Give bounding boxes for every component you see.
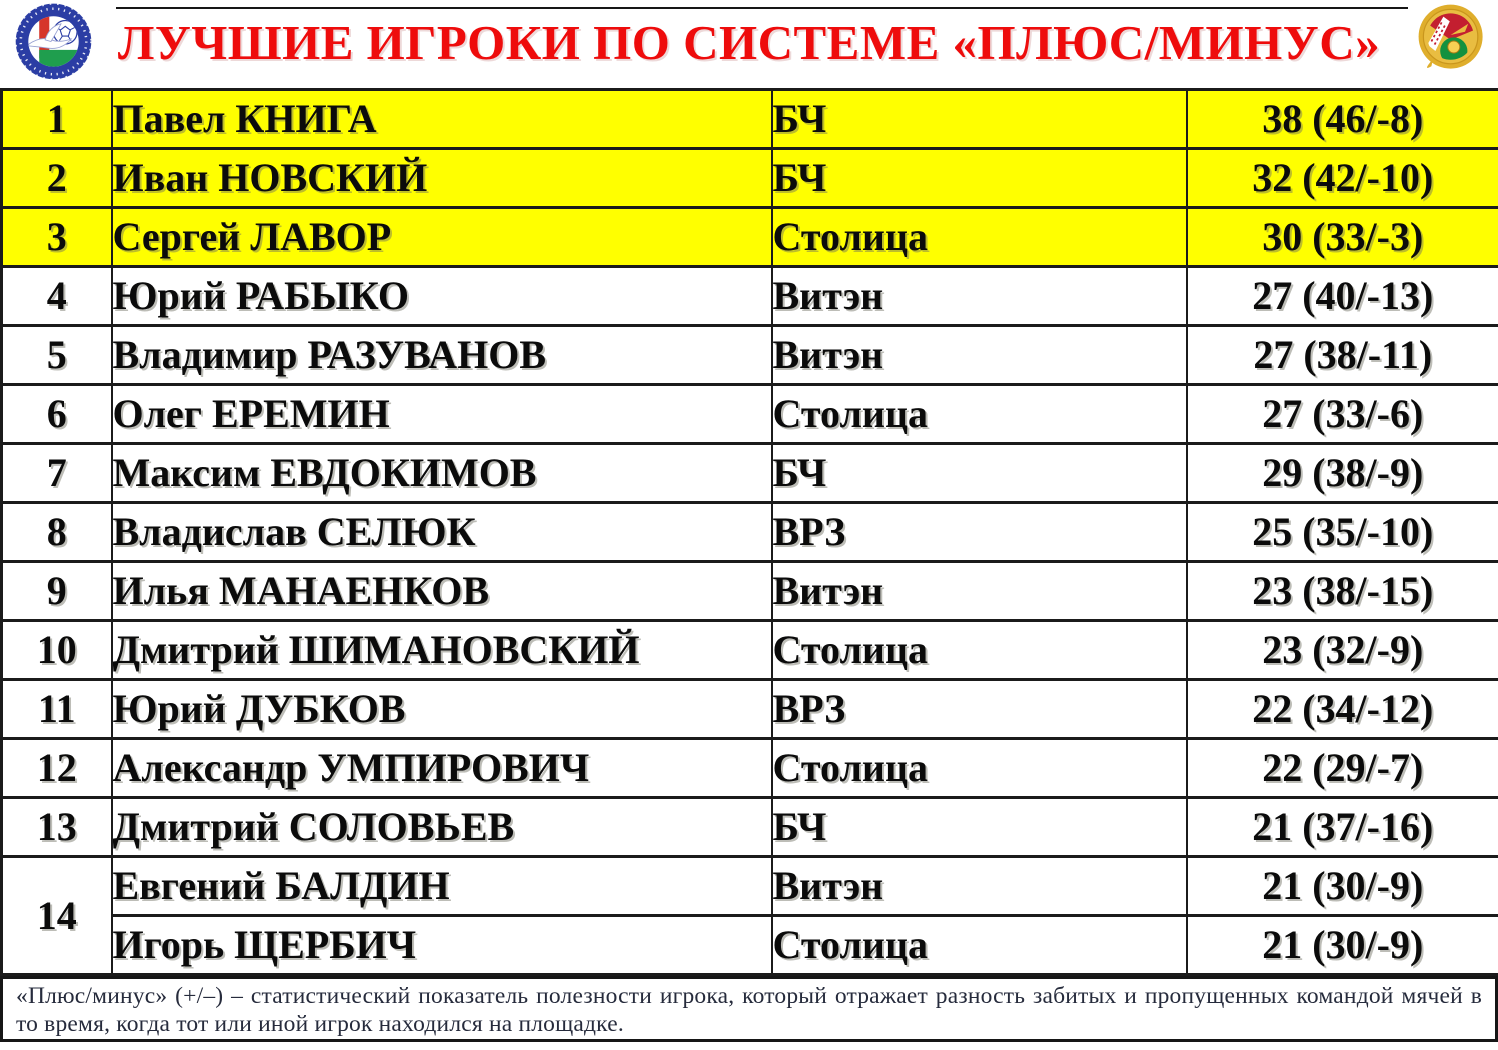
team-cell: Витэн [770, 855, 1188, 917]
player-name-cell: Илья МАНАЕНКОВ [110, 560, 773, 622]
plus-minus-cell: 30 (33/-3) [1185, 206, 1498, 268]
rank-cell: 7 [0, 442, 113, 504]
plus-minus-cell: 27 (38/-11) [1185, 324, 1498, 386]
team-cell: БЧ [770, 442, 1188, 504]
table-row: 7 Максим ЕВДОКИМОВ БЧ 29 (38/-9) [0, 442, 1498, 504]
page-title: ЛУЧШИЕ ИГРОКИ ПО СИСТЕМЕ «ПЛЮС/МИНУС» [117, 15, 1381, 70]
plus-minus-cell: 21 (37/-16) [1185, 796, 1498, 858]
player-name-cell: Игорь ЩЕРБИЧ [110, 914, 773, 976]
footnote-text: «Плюс/минус» (+/–) – статистический пока… [16, 983, 1482, 1037]
rank-cell: 13 [0, 796, 113, 858]
table-row: 5 Владимир РАЗУВАНОВ Витэн 27 (38/-11) [0, 324, 1498, 386]
table-row: 3 Сергей ЛАВОР Столица 30 (33/-3) [0, 206, 1498, 268]
team-cell: Витэн [770, 324, 1188, 386]
plus-minus-cell: 21 (30/-9) [1185, 914, 1498, 976]
rank-cell: 14 [0, 855, 113, 976]
rank-cell: 4 [0, 265, 113, 327]
team-cell: Столица [770, 383, 1188, 445]
rank-cell: 5 [0, 324, 113, 386]
football-federation-logo-icon [14, 2, 93, 81]
player-name-cell: Евгений БАЛДИН [110, 855, 773, 917]
players-table: 1 Павел КНИГА БЧ 38 (46/-8) 2 Иван НОВСКИЙ БЧ 3… [0, 88, 1498, 976]
team-cell: Витэн [770, 265, 1188, 327]
mini-football-association-logo-icon [1418, 4, 1483, 69]
rank-cell: 10 [0, 619, 113, 681]
team-cell: Столица [770, 914, 1188, 976]
player-name-cell: Александр УМПИРОВИЧ [110, 737, 773, 799]
player-name-cell: Владислав СЕЛЮК [110, 501, 773, 563]
team-cell: ВРЗ [770, 678, 1188, 740]
player-name-cell: Сергей ЛАВОР [110, 206, 773, 268]
plus-minus-cell: 23 (32/-9) [1185, 619, 1498, 681]
table-row: 1 Павел КНИГА БЧ 38 (46/-8) [0, 88, 1498, 150]
team-cell: БЧ [770, 88, 1188, 150]
rank-cell: 9 [0, 560, 113, 622]
player-name-cell: Владимир РАЗУВАНОВ [110, 324, 773, 386]
plus-minus-cell: 25 (35/-10) [1185, 501, 1498, 563]
table-row: 8 Владислав СЕЛЮК ВРЗ 25 (35/-10) [0, 501, 1498, 563]
header-rule [116, 7, 1408, 9]
rank-cell: 1 [0, 88, 113, 150]
plus-minus-cell: 23 (38/-15) [1185, 560, 1498, 622]
footnote-box: «Плюс/минус» (+/–) – статистический пока… [0, 976, 1498, 1042]
team-cell: Столица [770, 737, 1188, 799]
team-cell: Витэн [770, 560, 1188, 622]
plus-minus-cell: 22 (34/-12) [1185, 678, 1498, 740]
player-name-cell: Дмитрий ШИМАНОВСКИЙ [110, 619, 773, 681]
player-name-cell: Юрий РАБЫКО [110, 265, 773, 327]
rank-cell: 2 [0, 147, 113, 209]
table-row: 6 Олег ЕРЕМИН Столица 27 (33/-6) [0, 383, 1498, 445]
team-cell: Столица [770, 206, 1188, 268]
rank-cell: 6 [0, 383, 113, 445]
header: ЛУЧШИЕ ИГРОКИ ПО СИСТЕМЕ «ПЛЮС/МИНУС» [0, 0, 1498, 88]
table-row: 14 Евгений БАЛДИН Витэн 21 (30/-9) [0, 855, 1498, 976]
rank-cell: 12 [0, 737, 113, 799]
plus-minus-cell: 21 (30/-9) [1185, 855, 1498, 917]
rank-cell: 3 [0, 206, 113, 268]
plus-minus-cell: 27 (40/-13) [1185, 265, 1498, 327]
plus-minus-cell: 22 (29/-7) [1185, 737, 1498, 799]
table-row: 9 Илья МАНАЕНКОВ Витэн 23 (38/-15) [0, 560, 1498, 622]
table-row: 4 Юрий РАБЫКО Витэн 27 (40/-13) [0, 265, 1498, 327]
table-row: 13 Дмитрий СОЛОВЬЕВ БЧ 21 (37/-16) [0, 796, 1498, 858]
table-row: 11 Юрий ДУБКОВ ВРЗ 22 (34/-12) [0, 678, 1498, 740]
plus-minus-cell: 32 (42/-10) [1185, 147, 1498, 209]
team-cell: Столица [770, 619, 1188, 681]
plus-minus-cell: 38 (46/-8) [1185, 88, 1498, 150]
player-name-cell: Дмитрий СОЛОВЬЕВ [110, 796, 773, 858]
team-cell: БЧ [770, 147, 1188, 209]
plus-minus-cell: 27 (33/-6) [1185, 383, 1498, 445]
team-cell: ВРЗ [770, 501, 1188, 563]
team-cell: БЧ [770, 796, 1188, 858]
table-row: 10 Дмитрий ШИМАНОВСКИЙ Столица 23 (32/-9) [0, 619, 1498, 681]
player-name-cell: Олег ЕРЕМИН [110, 383, 773, 445]
rank-cell: 8 [0, 501, 113, 563]
player-name-cell: Павел КНИГА [110, 88, 773, 150]
player-name-cell: Юрий ДУБКОВ [110, 678, 773, 740]
player-name-cell: Максим ЕВДОКИМОВ [110, 442, 773, 504]
table-row: 2 Иван НОВСКИЙ БЧ 32 (42/-10) [0, 147, 1498, 209]
table-row: Игорь ЩЕРБИЧ Столица 21 (30/-9) [2, 914, 1498, 976]
player-name-cell: Иван НОВСКИЙ [110, 147, 773, 209]
rank-cell: 11 [0, 678, 113, 740]
table-row: 12 Александр УМПИРОВИЧ Столица 22 (29/-7) [0, 737, 1498, 799]
plus-minus-cell: 29 (38/-9) [1185, 442, 1498, 504]
